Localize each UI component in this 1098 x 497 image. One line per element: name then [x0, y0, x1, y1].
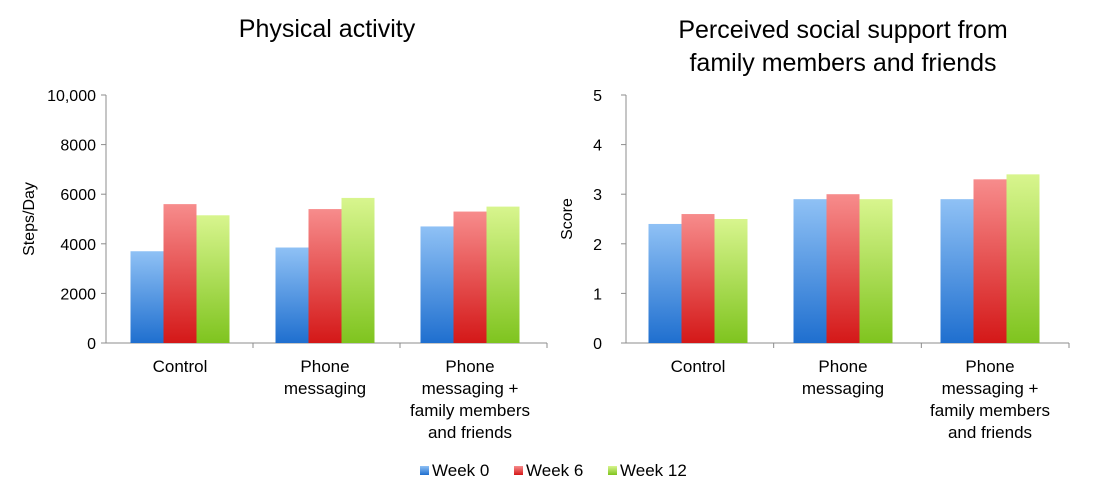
category-label: Phone: [818, 357, 867, 376]
category-label: Control: [153, 357, 208, 376]
category-label: messaging +: [942, 379, 1039, 398]
y-tick-label: 6000: [60, 187, 96, 204]
y-axis-label: Steps/Day: [21, 182, 38, 256]
bar-week12-cat0: [714, 219, 748, 343]
y-tick-label: 0: [87, 336, 96, 353]
bar-week0-cat2: [420, 226, 454, 343]
y-tick-label: 3: [593, 187, 602, 204]
y-axis-label: Score: [559, 198, 576, 240]
bar-week6-cat0: [163, 204, 197, 343]
y-tick-label: 2000: [60, 286, 96, 303]
y-tick-label: 0: [593, 336, 602, 353]
category-label: Phone: [965, 357, 1014, 376]
category-label: messaging +: [422, 379, 519, 398]
bar-week0-cat1: [793, 199, 827, 343]
chart-title: family members and friends: [689, 49, 996, 77]
legend-swatch-week0: [420, 466, 429, 475]
legend-label-week0: Week 0: [432, 461, 489, 480]
bar-week12-cat2: [1006, 174, 1040, 343]
y-tick-label: 8000: [60, 138, 96, 155]
category-label: and friends: [428, 423, 512, 442]
category-label: Control: [671, 357, 726, 376]
y-tick-label: 4000: [60, 237, 96, 254]
y-tick-label: 4: [593, 138, 602, 155]
y-tick-label: 5: [593, 88, 602, 105]
bar-week0-cat0: [648, 223, 682, 343]
chart-title: Physical activity: [239, 15, 416, 43]
chart-physical-activity: Physical activity 0 2000 4000 6000 8000 10,000…: [21, 15, 548, 442]
bar-week0-cat2: [940, 199, 974, 343]
y-tick-label: 2: [593, 237, 602, 254]
bar-week6-cat0: [681, 214, 715, 343]
category-label: messaging: [802, 379, 884, 398]
bar-week0-cat0: [130, 251, 164, 343]
bar-week12-cat1: [859, 199, 893, 343]
bar-week6-cat2: [973, 179, 1007, 343]
category-label: messaging: [284, 379, 366, 398]
category-label: family members: [930, 401, 1050, 420]
y-tick-label: 10,000: [47, 88, 96, 105]
legend-label-week6: Week 6: [526, 461, 583, 480]
bar-week12-cat0: [196, 215, 230, 343]
chart-title: Perceived social support from: [678, 16, 1007, 44]
bar-week12-cat2: [486, 206, 520, 343]
category-label: family members: [410, 401, 530, 420]
bar-week6-cat1: [308, 209, 342, 343]
legend-swatch-week12: [608, 466, 617, 475]
bar-week12-cat1: [341, 197, 375, 343]
bar-week0-cat1: [275, 247, 309, 343]
bar-week6-cat1: [826, 194, 860, 343]
category-label: Phone: [300, 357, 349, 376]
legend: Week 0 Week 6 Week 12: [420, 461, 687, 480]
y-tick-label: 1: [593, 286, 602, 303]
legend-swatch-week6: [514, 466, 523, 475]
legend-label-week12: Week 12: [620, 461, 687, 480]
category-label: Phone: [445, 357, 494, 376]
category-label: and friends: [948, 423, 1032, 442]
bar-week6-cat2: [453, 211, 487, 343]
chart-social-support: Perceived social support from family memb…: [559, 16, 1070, 442]
